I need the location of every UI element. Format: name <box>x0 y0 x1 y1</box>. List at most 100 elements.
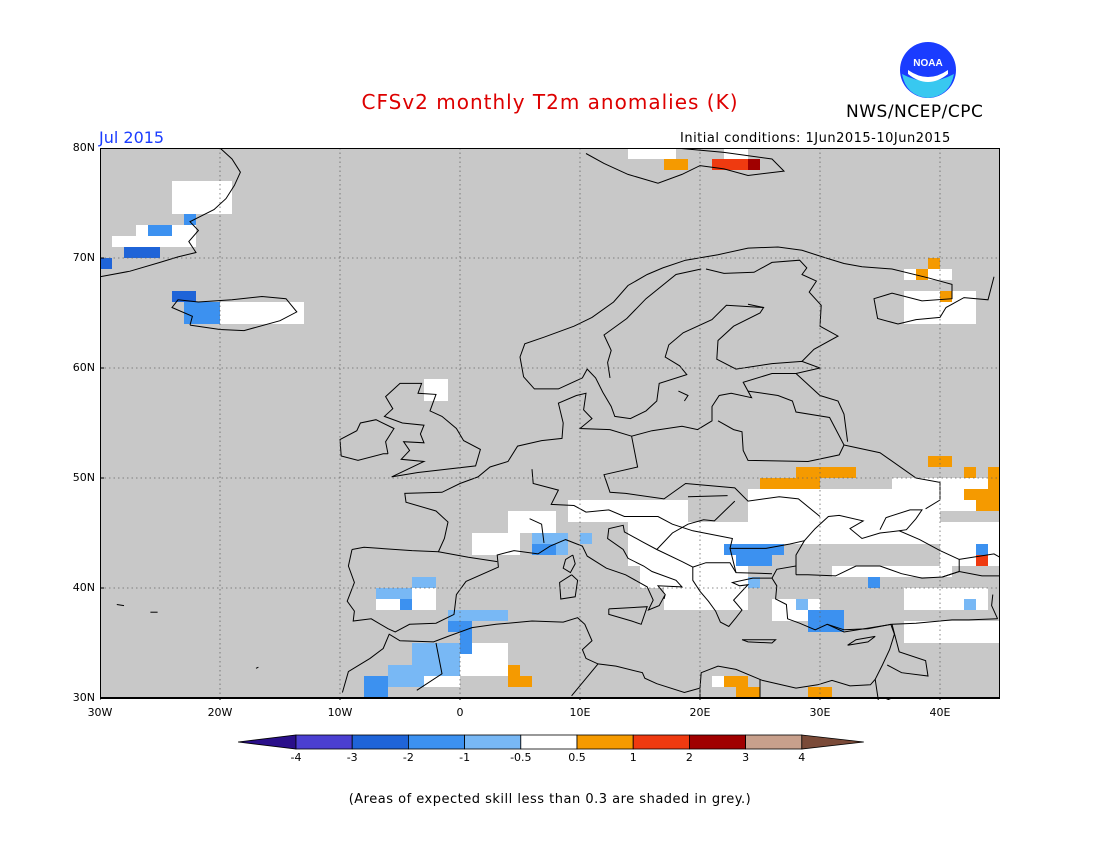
anomaly-cell <box>976 544 988 555</box>
anomaly-cell <box>412 577 436 588</box>
coastline <box>559 574 579 600</box>
coastline <box>959 553 1000 560</box>
anomaly-cell <box>868 577 880 588</box>
anomaly-cell <box>736 555 772 566</box>
lat-label: 30N <box>72 691 95 704</box>
coastline <box>339 419 395 461</box>
anomaly-cell <box>376 588 412 599</box>
coastline <box>571 663 599 697</box>
anomaly-cell <box>172 291 196 302</box>
anomaly-cell <box>664 566 748 610</box>
lat-label: 60N <box>72 361 95 374</box>
coastline <box>116 604 125 607</box>
anomaly-cell <box>976 555 988 566</box>
colorbar <box>238 734 864 750</box>
coastline <box>656 500 736 550</box>
anomaly-cell <box>580 533 592 544</box>
skill-footnote: (Areas of expected skill less than 0.3 a… <box>348 792 752 807</box>
coastline <box>705 259 840 362</box>
coastline <box>663 594 666 600</box>
lat-label: 50N <box>72 471 95 484</box>
coastline <box>692 562 773 575</box>
anomaly-cell <box>112 236 148 247</box>
coastline <box>585 148 786 184</box>
coastline <box>843 444 941 510</box>
coastline <box>562 554 576 574</box>
lat-label: 80N <box>72 141 95 154</box>
colorbar-bin <box>464 734 522 750</box>
anomaly-cells <box>100 148 1000 698</box>
anomaly-cell <box>832 566 952 577</box>
coastline <box>100 148 241 278</box>
colorbar-tick-label: 2 <box>685 751 693 764</box>
initial-conditions: Initial conditions: 1Jun2015-10Jun2015 <box>680 131 951 146</box>
logo-text: NOAA <box>913 58 942 69</box>
logo-wave <box>902 74 954 98</box>
colorbar-tick-label: 1 <box>629 751 637 764</box>
map-background <box>100 148 1000 698</box>
anomaly-cell <box>424 379 448 401</box>
anomaly-cell <box>508 665 520 676</box>
anomaly-cell <box>796 599 808 610</box>
anomaly-cell <box>100 258 112 269</box>
anomaly-cell <box>928 258 940 269</box>
anomaly-cell <box>508 676 532 687</box>
coastline <box>991 594 999 620</box>
anomaly-cell <box>364 676 388 698</box>
anomaly-cell <box>916 269 928 280</box>
coastline <box>255 666 259 669</box>
colorbar-tick-label: 3 <box>742 751 750 764</box>
coastline <box>687 495 728 498</box>
lon-label: 20E <box>689 706 711 719</box>
colorbar-tick-label: -1 <box>459 751 471 764</box>
colorbar-tick-label: 4 <box>798 751 806 764</box>
coastline <box>438 551 498 563</box>
lon-label: 20W <box>207 706 233 719</box>
colorbar-bin <box>520 734 578 750</box>
anomaly-cell <box>724 544 784 555</box>
anomaly-cell <box>124 247 160 258</box>
coastline <box>874 679 893 700</box>
coastline <box>341 524 895 694</box>
colorbar-tick-label: -3 <box>346 751 358 764</box>
map-frame <box>100 148 1000 699</box>
anomaly-cell <box>820 511 940 544</box>
coastline <box>942 570 1000 578</box>
lat-label: 40N <box>72 581 95 594</box>
anomaly-cell <box>796 467 856 478</box>
anomaly-cell <box>904 621 1000 643</box>
coastline <box>886 624 929 677</box>
anomaly-cell <box>964 467 976 478</box>
coastline <box>795 373 849 442</box>
anomaly-cell <box>400 599 412 610</box>
anomaly-cell <box>460 632 472 654</box>
anomaly-cell <box>940 291 952 302</box>
colorbar-tick-label: -2 <box>402 751 414 764</box>
anomaly-cell <box>184 214 196 225</box>
coastline <box>351 392 632 553</box>
coastline <box>171 295 298 332</box>
anomaly-cell <box>712 159 748 170</box>
anomaly-cell <box>472 533 520 555</box>
anomaly-cell <box>760 478 820 489</box>
anomaly-cell <box>940 522 1000 566</box>
anomaly-cell <box>568 500 688 522</box>
lon-label: 10E <box>569 706 591 719</box>
anomaly-cell <box>664 159 688 170</box>
anomaly-cell <box>928 456 952 467</box>
colorbar-bin <box>745 734 803 750</box>
anomaly-cell <box>976 500 1000 511</box>
anomaly-cell <box>748 159 760 170</box>
noaa-logo: NOAA <box>900 42 956 98</box>
agency-label: NWS/NCEP/CPC <box>846 102 984 122</box>
anomaly-map[interactable] <box>100 148 1000 700</box>
anomaly-cell <box>640 566 676 588</box>
lon-label: 10W <box>327 706 353 719</box>
coastline <box>608 606 648 625</box>
anomaly-cell <box>724 676 748 687</box>
coastline <box>795 514 960 579</box>
colorbar-tick-label: -4 <box>290 751 302 764</box>
coastline <box>383 382 481 478</box>
anomaly-cell <box>508 511 556 533</box>
anomaly-cell <box>964 599 976 610</box>
